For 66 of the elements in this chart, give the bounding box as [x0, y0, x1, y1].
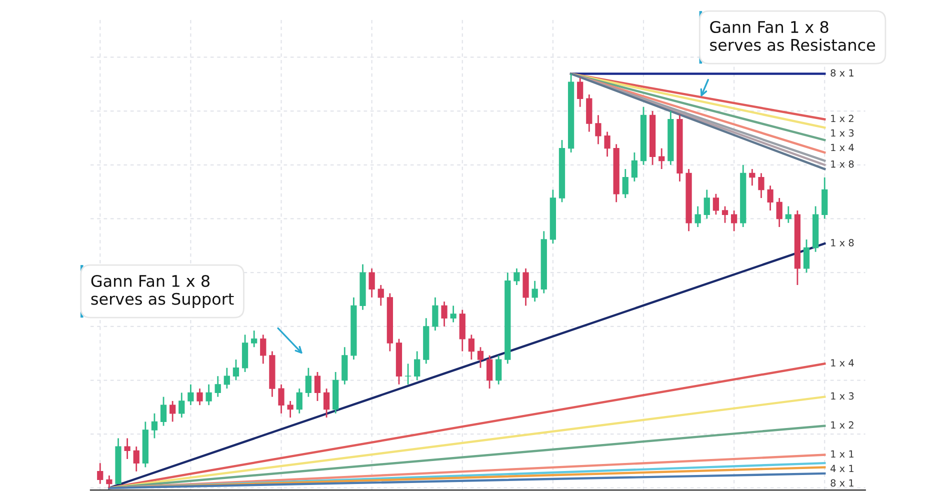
candlestick — [532, 280, 538, 302]
series-label: 8 x 1 — [830, 479, 854, 487]
candlestick — [314, 371, 321, 402]
candlestick — [224, 367, 230, 390]
candlestick — [97, 462, 104, 485]
candlestick — [188, 384, 194, 406]
candlestick — [441, 300, 448, 328]
series-label: 4 x 1 — [830, 464, 854, 472]
candlestick — [577, 77, 584, 108]
candlestick — [232, 358, 240, 381]
candlestick — [477, 346, 484, 369]
candlestick — [486, 354, 493, 390]
candlestick — [278, 384, 284, 414]
candlestick — [631, 152, 638, 182]
candlestick — [206, 384, 212, 406]
candlestick — [305, 367, 312, 398]
candlestick — [803, 238, 810, 274]
candlestick — [378, 284, 384, 306]
series-label: 1 x 3 — [831, 129, 854, 137]
candlestick — [496, 354, 502, 386]
candlestick — [124, 438, 130, 460]
candlestick — [151, 412, 158, 439]
series-label: 1 x 3 — [831, 392, 854, 400]
candlestick — [160, 396, 167, 427]
candlestick — [214, 375, 221, 398]
candlestick — [196, 388, 203, 406]
candlestick — [758, 172, 764, 199]
candlestick — [694, 206, 701, 228]
candlestick — [604, 131, 610, 158]
candlestick — [468, 334, 474, 360]
candlestick — [514, 268, 520, 286]
series-label: 1 x 4 — [831, 359, 854, 366]
text: Gann Fan 1 x 8 serves as Resistance — [710, 20, 876, 51]
candlestick — [414, 350, 420, 381]
series-label: 1 x 1 — [831, 450, 854, 458]
series-label: 1 x 8 — [831, 239, 854, 246]
candlestick — [730, 210, 738, 232]
candlestick — [785, 206, 792, 224]
candlestick — [178, 392, 185, 418]
candlestick — [260, 334, 266, 364]
candlestick — [133, 446, 140, 472]
candlestick — [404, 363, 412, 386]
candlestick — [368, 268, 375, 298]
series-label: 1 x 2 — [831, 421, 854, 429]
candlestick — [170, 400, 176, 422]
candlestick — [722, 206, 728, 224]
candlestick — [323, 388, 330, 418]
candlestick — [658, 148, 665, 170]
candlestick — [749, 168, 756, 186]
candlestick — [595, 114, 602, 145]
candlestick — [450, 305, 456, 323]
candlestick — [106, 474, 112, 489]
candlestick — [622, 168, 628, 199]
series-label: 1 x 4 — [831, 144, 854, 152]
candlestick — [704, 189, 710, 220]
candlestick — [296, 388, 302, 414]
candlestick — [776, 197, 782, 228]
candlestick — [251, 330, 258, 348]
candlestick — [712, 193, 720, 216]
series-label: 1 x 2 — [831, 114, 854, 122]
annotation: Gann Fan 1 x 8 serves as Support — [91, 274, 234, 308]
series-label: 1 x 8 — [831, 160, 854, 168]
series-label: 8 x 1 — [830, 69, 854, 77]
candlestick — [767, 184, 774, 212]
candlestick — [287, 400, 294, 418]
candlestick — [432, 296, 438, 332]
